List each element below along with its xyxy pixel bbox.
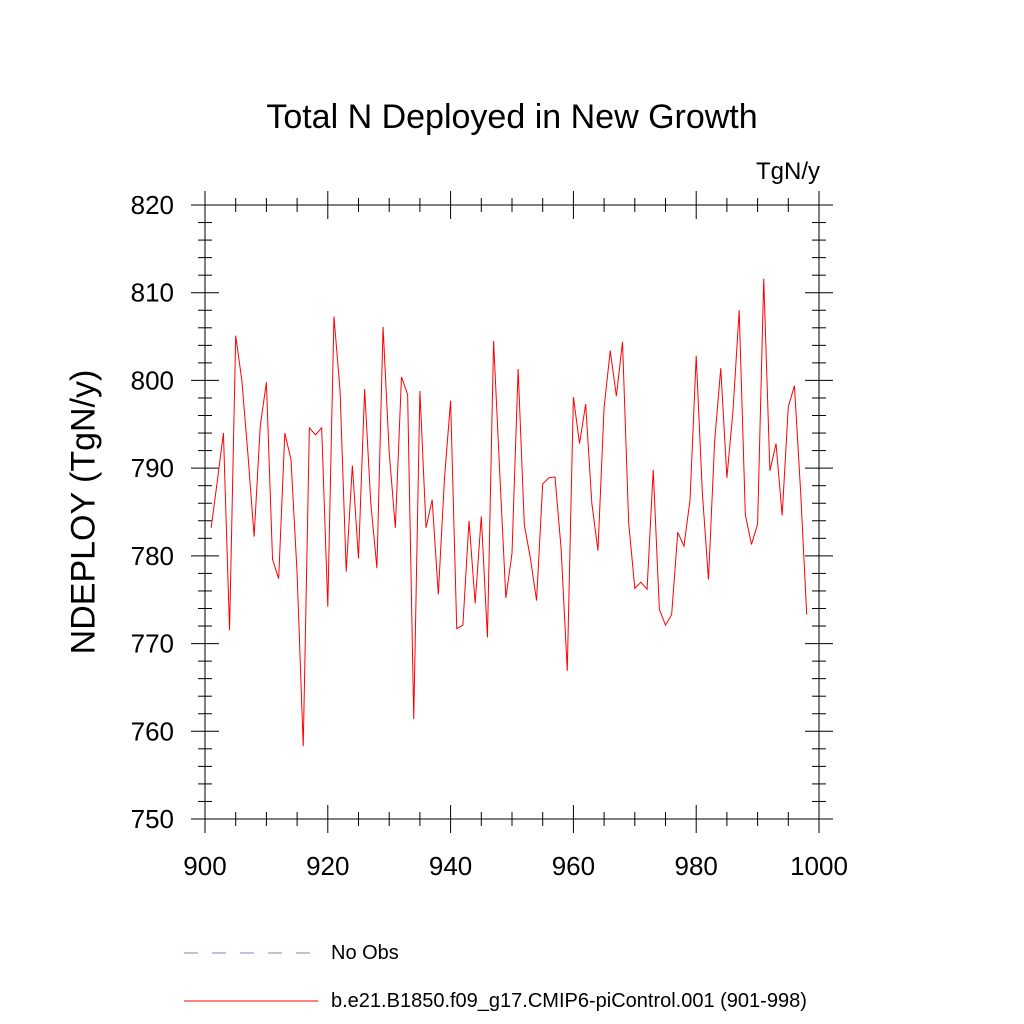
- legend-label-no-obs: No Obs: [331, 942, 399, 964]
- y-tick-label: 760: [131, 716, 174, 746]
- series-line-1: [210, 278, 808, 747]
- plot-frame: [204, 204, 820, 820]
- units-label: TgN/y: [755, 158, 820, 185]
- y-tick-label: 820: [131, 190, 174, 220]
- y-tick-label: 790: [131, 453, 174, 483]
- legend: [184, 952, 318, 1002]
- y-tick-label: 810: [131, 278, 174, 308]
- y-tick-label: 800: [131, 365, 174, 395]
- minor-ticks: [198, 198, 826, 826]
- major-ticks: [191, 191, 833, 833]
- x-tick-label: 940: [429, 851, 472, 881]
- chart-title: Total N Deployed in New Growth: [266, 98, 758, 136]
- y-tick-label: 770: [131, 629, 174, 659]
- tick-labels: 900 920 940 960 980 1000 750 760 770 780 790 800 810…: [131, 190, 848, 881]
- x-tick-label: 1000: [790, 851, 848, 881]
- x-tick-label: 960: [552, 851, 595, 881]
- x-tick-label: 920: [306, 851, 349, 881]
- y-tick-label: 780: [131, 541, 174, 571]
- x-tick-label: 980: [675, 851, 718, 881]
- y-axis-label: NDEPLOY (TgN/y): [64, 369, 103, 655]
- y-tick-label: 750: [131, 804, 174, 834]
- legend-label-picontrol: b.e21.B1850.f09_g17.CMIP6-piControl.001 …: [331, 990, 807, 1012]
- x-tick-label: 900: [183, 851, 226, 881]
- series-layer: [210, 278, 808, 747]
